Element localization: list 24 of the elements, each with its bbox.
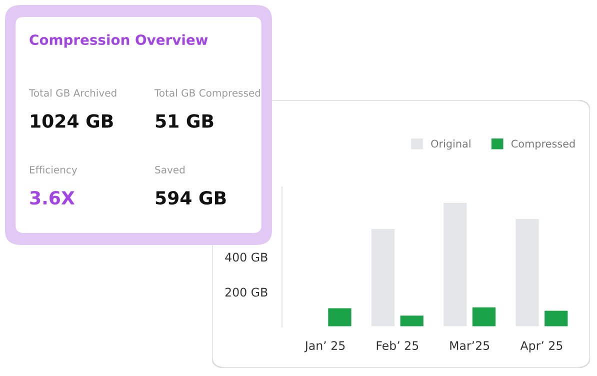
legend-label: Original	[431, 140, 470, 150]
y-tick-label: 400 GB	[225, 252, 268, 262]
y-tick-label: 200 GB	[225, 288, 268, 297]
bar	[514, 218, 540, 327]
text: Total GB Compressed	[154, 88, 260, 99]
bar	[326, 306, 353, 327]
bar	[543, 309, 570, 327]
text: 51 GB	[156, 114, 214, 128]
text: Compression Overview	[30, 34, 208, 48]
bar	[370, 228, 396, 327]
x-tick-label: Mar’25	[450, 341, 490, 350]
bar	[442, 202, 468, 327]
text: 3.6X	[30, 190, 75, 205]
text: Saved	[155, 166, 185, 174]
x-tick-label: Apr’ 25	[520, 341, 562, 352]
text: 594 GB	[156, 190, 226, 205]
bar	[398, 314, 425, 327]
bar	[471, 306, 497, 327]
text: Efficiency	[30, 166, 78, 176]
text: Total GB Archived	[29, 88, 116, 97]
x-tick-label: Feb’ 25	[376, 340, 418, 350]
text: 1024 GB	[31, 114, 113, 128]
x-tick-label: Jan’ 25	[304, 341, 345, 352]
legend-label: Compressed	[511, 140, 575, 150]
